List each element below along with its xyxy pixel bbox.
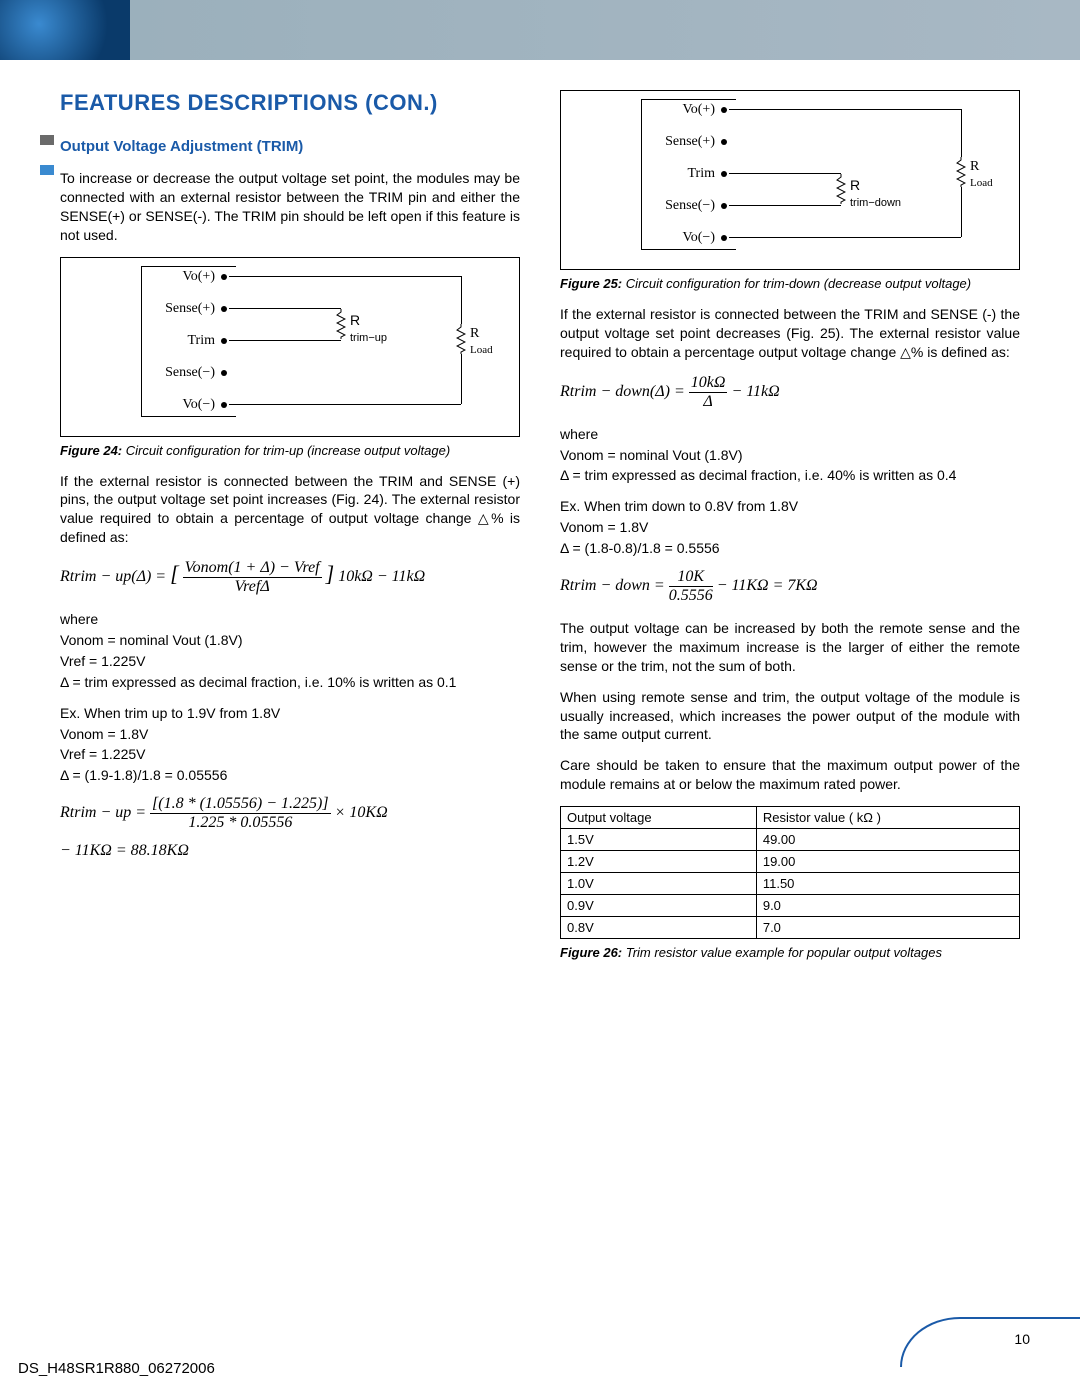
table-cell: 11.50 bbox=[756, 873, 1019, 895]
table-cell: 49.00 bbox=[756, 829, 1019, 851]
vonom-line: Vonom = nominal Vout (1.8V) bbox=[60, 631, 520, 650]
fig25-diagram: Vo(+)Sense(+)TrimSense(−)Vo(−)RLoadRtrim… bbox=[560, 90, 1020, 270]
pin-label: Trim bbox=[151, 333, 221, 349]
table-cell: 1.2V bbox=[561, 851, 757, 873]
corner-accent bbox=[900, 1317, 1080, 1367]
content: FEATURES DESCRIPTIONS (CON.) Output Volt… bbox=[0, 60, 1080, 994]
ex-vonom: Vonom = 1.8V bbox=[60, 725, 520, 744]
fig26-caption: Figure 26: Trim resistor value example f… bbox=[560, 945, 1020, 960]
pin-label: Vo(−) bbox=[151, 397, 221, 413]
left-column: FEATURES DESCRIPTIONS (CON.) Output Volt… bbox=[60, 90, 520, 974]
page-number: 10 bbox=[1014, 1331, 1030, 1347]
fig24-caption-text: Circuit configuration for trim-up (incre… bbox=[122, 443, 450, 458]
pin-label: Sense(−) bbox=[151, 365, 221, 381]
fig25-caption-text: Circuit configuration for trim-down (dec… bbox=[622, 276, 971, 291]
fig24-diagram: Vo(+)Sense(+)TrimSense(−)Vo(−)RLoadRtrim… bbox=[60, 257, 520, 437]
ex-delta: Δ = (1.9-1.8)/1.8 = 0.05556 bbox=[60, 766, 520, 785]
right-para4: Care should be taken to ensure that the … bbox=[560, 756, 1020, 794]
table-cell: 1.5V bbox=[561, 829, 757, 851]
pin-row: Vo(−) bbox=[651, 230, 727, 246]
page-title: FEATURES DESCRIPTIONS (CON.) bbox=[60, 90, 520, 116]
pin-dot-icon bbox=[721, 107, 727, 113]
table-row: 1.5V49.00 bbox=[561, 829, 1020, 851]
pin-label: Sense(−) bbox=[651, 198, 721, 214]
delta-line-r: Δ = trim expressed as decimal fraction, … bbox=[560, 466, 1020, 485]
where-label: where bbox=[60, 610, 520, 629]
fig25-caption: Figure 25: Circuit configuration for tri… bbox=[560, 276, 1020, 291]
ex-vref: Vref = 1.225V bbox=[60, 745, 520, 764]
ex-intro-r: Ex. When trim down to 0.8V from 1.8V bbox=[560, 497, 1020, 516]
trim-table: Output voltageResistor value ( kΩ ) 1.5V… bbox=[560, 806, 1020, 939]
fig24-label: Figure 24: bbox=[60, 443, 122, 458]
formula-rtrim-up-result: − 11KΩ = 88.18KΩ bbox=[60, 842, 520, 860]
right-para3: When using remote sense and trim, the ou… bbox=[560, 688, 1020, 745]
right-column: Vo(+)Sense(+)TrimSense(−)Vo(−)RLoadRtrim… bbox=[560, 90, 1020, 974]
side-marks bbox=[40, 135, 54, 195]
formula-rtrim-up-calc: Rtrim − up = [(1.8 * (1.05556) − 1.225)]… bbox=[60, 795, 520, 832]
fig25-label: Figure 25: bbox=[560, 276, 622, 291]
intro-para: To increase or decrease the output volta… bbox=[60, 169, 520, 245]
pin-row: Sense(−) bbox=[151, 365, 227, 381]
pin-label: Vo(−) bbox=[651, 230, 721, 246]
pin-label: Vo(+) bbox=[651, 102, 721, 118]
ex-vonom-r: Vonom = 1.8V bbox=[560, 518, 1020, 537]
pin-label: Trim bbox=[651, 166, 721, 182]
right-para1: If the external resistor is connected be… bbox=[560, 305, 1020, 362]
pin-dot-icon bbox=[221, 306, 227, 312]
table-row: 1.0V11.50 bbox=[561, 873, 1020, 895]
left-para2: If the external resistor is connected be… bbox=[60, 472, 520, 548]
pin-dot-icon bbox=[221, 274, 227, 280]
table-cell: 7.0 bbox=[756, 917, 1019, 939]
pin-row: Sense(+) bbox=[651, 134, 727, 150]
pin-row: Sense(−) bbox=[651, 198, 727, 214]
pin-label: Vo(+) bbox=[151, 269, 221, 285]
table-header: Resistor value ( kΩ ) bbox=[756, 807, 1019, 829]
table-row: 1.2V19.00 bbox=[561, 851, 1020, 873]
table-cell: 19.00 bbox=[756, 851, 1019, 873]
pin-dot-icon bbox=[221, 338, 227, 344]
table-header: Output voltage bbox=[561, 807, 757, 829]
formula-rtrim-down: Rtrim − down(Δ) = 10kΩΔ − 11kΩ bbox=[560, 374, 1020, 411]
pin-dot-icon bbox=[721, 171, 727, 177]
table-cell: 0.8V bbox=[561, 917, 757, 939]
ex-intro: Ex. When trim up to 1.9V from 1.8V bbox=[60, 704, 520, 723]
fig26-label: Figure 26: bbox=[560, 945, 622, 960]
pin-dot-icon bbox=[721, 203, 727, 209]
fig24-caption: Figure 24: Circuit configuration for tri… bbox=[60, 443, 520, 458]
formula-rtrim-up: Rtrim − up(Δ) = [ Vonom(1 + Δ) − VrefVre… bbox=[60, 559, 520, 596]
ex-delta-r: Δ = (1.8-0.8)/1.8 = 0.5556 bbox=[560, 539, 1020, 558]
formula-rtrim-down-calc: Rtrim − down = 10K0.5556 − 11KΩ = 7KΩ bbox=[560, 568, 1020, 605]
vonom-line-r: Vonom = nominal Vout (1.8V) bbox=[560, 446, 1020, 465]
pin-label: Sense(+) bbox=[151, 301, 221, 317]
pin-row: Vo(−) bbox=[151, 397, 227, 413]
table-row: 0.8V7.0 bbox=[561, 917, 1020, 939]
section-title: Output Voltage Adjustment (TRIM) bbox=[60, 138, 520, 155]
pin-row: Vo(+) bbox=[151, 269, 227, 285]
header-banner bbox=[0, 0, 1080, 60]
pin-dot-icon bbox=[721, 235, 727, 241]
delta-line: Δ = trim expressed as decimal fraction, … bbox=[60, 673, 520, 692]
where-label-r: where bbox=[560, 425, 1020, 444]
pin-dot-icon bbox=[221, 370, 227, 376]
table-row: 0.9V9.0 bbox=[561, 895, 1020, 917]
pin-dot-icon bbox=[721, 139, 727, 145]
pin-row: Trim bbox=[151, 333, 227, 349]
pin-dot-icon bbox=[221, 402, 227, 408]
footer-docid: DS_H48SR1R880_06272006 bbox=[18, 1360, 215, 1377]
fig26-caption-text: Trim resistor value example for popular … bbox=[622, 945, 942, 960]
table-cell: 0.9V bbox=[561, 895, 757, 917]
table-cell: 1.0V bbox=[561, 873, 757, 895]
right-para2: The output voltage can be increased by b… bbox=[560, 619, 1020, 676]
vref-line: Vref = 1.225V bbox=[60, 652, 520, 671]
pin-row: Vo(+) bbox=[651, 102, 727, 118]
pin-row: Trim bbox=[651, 166, 727, 182]
pin-row: Sense(+) bbox=[151, 301, 227, 317]
table-cell: 9.0 bbox=[756, 895, 1019, 917]
pin-label: Sense(+) bbox=[651, 134, 721, 150]
